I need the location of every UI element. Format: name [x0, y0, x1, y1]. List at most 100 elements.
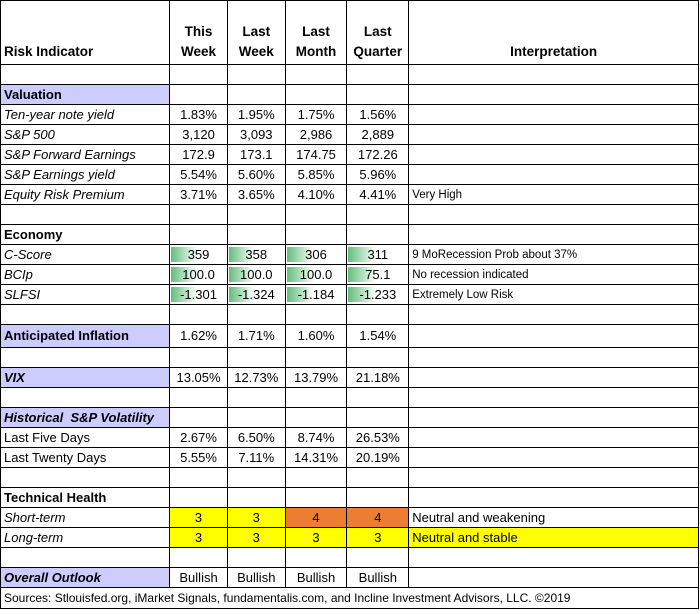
row-label: Ten-year note yield — [0, 104, 171, 125]
cell-value: 4 — [284, 507, 348, 528]
cell-value: 1.62% — [169, 324, 228, 348]
row-label: Last Five Days — [0, 427, 171, 448]
row-label: VIX — [0, 367, 171, 388]
header-interpretation: Interpretation — [408, 0, 699, 65]
cell-interpretation — [408, 164, 699, 185]
data-bar — [171, 247, 197, 262]
cell-value-databar: -1.184 — [284, 284, 348, 305]
cell-value-databar: 306 — [284, 244, 348, 265]
row-label: Long-term — [0, 527, 171, 548]
cell-value-databar: -1.324 — [226, 284, 286, 305]
cell-value: 3 — [226, 507, 286, 528]
data-bar — [286, 287, 314, 302]
data-bar — [348, 287, 376, 302]
cell-value: 1.95% — [226, 104, 286, 125]
sources-footnote: Sources: Stlouisfed.org, iMarket Signals… — [0, 587, 699, 609]
cell-value: 3 — [346, 527, 410, 548]
table-row: Equity Risk Premium 3.71% 3.65% 4.10% 4.… — [0, 184, 699, 205]
cell-value: 1.54% — [346, 324, 410, 348]
cell-interpretation: Extremely Low Risk — [408, 284, 699, 305]
section-valuation: Valuation — [0, 84, 699, 105]
cell-value-databar: 75.1 — [346, 264, 410, 285]
section-title: Historical S&P Volatility — [0, 407, 171, 428]
cell-value-databar: 359 — [169, 244, 228, 265]
row-label: S&P Earnings yield — [0, 164, 171, 185]
row-label: Short-term — [0, 507, 171, 528]
cell-value: 3,120 — [169, 124, 228, 145]
data-bar — [286, 247, 314, 262]
spacer-row — [0, 304, 699, 325]
data-bar — [228, 267, 255, 282]
cell-interpretation: 9 MoRecession Prob about 37% — [408, 244, 699, 265]
cell-value: 5.85% — [284, 164, 348, 185]
cell-value: 4.41% — [346, 184, 410, 205]
cell-value: 4.10% — [284, 184, 348, 205]
cell-interpretation: No recession indicated — [408, 264, 699, 285]
row-label: Equity Risk Premium — [0, 184, 171, 205]
cell-value: 12.73% — [226, 367, 286, 388]
row-label: BCIp — [0, 264, 171, 285]
row-label: S&P Forward Earnings — [0, 144, 171, 165]
cell-value-databar: -1.301 — [169, 284, 228, 305]
cell-value: 5.55% — [169, 447, 228, 468]
cell-value: 2,986 — [284, 124, 348, 145]
cell-value: 6.50% — [226, 427, 286, 448]
cell-value: 21.18% — [346, 367, 410, 388]
table-row: Short-term 3 3 4 4 Neutral and weakening — [0, 507, 699, 528]
cell-value: Bullish — [226, 567, 286, 588]
cell-value: 20.19% — [346, 447, 410, 468]
row-label: Anticipated Inflation — [0, 324, 171, 348]
cell-value: 4 — [346, 507, 410, 528]
table-row: S&P Earnings yield 5.54% 5.60% 5.85% 5.9… — [0, 164, 699, 185]
cell-value-databar: 100.0 — [226, 264, 286, 285]
cell-value: 3 — [169, 527, 228, 548]
cell-value: 172.9 — [169, 144, 228, 165]
cell-interpretation — [408, 104, 699, 125]
cell-value-databar: 100.0 — [284, 264, 348, 285]
data-bar — [228, 247, 255, 262]
data-bar — [171, 267, 197, 282]
cell-interpretation — [408, 144, 699, 165]
cell-value: 1.60% — [284, 324, 348, 348]
cell-interpretation: Neutral and weakening — [408, 507, 699, 528]
cell-value: 5.54% — [169, 164, 228, 185]
cell-value-databar: -1.233 — [346, 284, 410, 305]
cell-value: 3.65% — [226, 184, 286, 205]
cell-interpretation — [408, 124, 699, 145]
header-row: Risk Indicator This Week Last Week Last Mon… — [0, 0, 699, 65]
cell-value: 8.74% — [284, 427, 348, 448]
table-row: SLFSI -1.301 -1.324 -1.184 -1.233 Extrem… — [0, 284, 699, 305]
row-label: Last Twenty Days — [0, 447, 171, 468]
header-last-quarter: Last Quarter — [346, 0, 410, 65]
table-row: Last Twenty Days 5.55% 7.11% 14.31% 20.1… — [0, 447, 699, 468]
section-economy: Economy — [0, 224, 699, 245]
header-risk-indicator: Risk Indicator — [0, 0, 171, 65]
row-label: SLFSI — [0, 284, 171, 305]
cell-value: 5.60% — [226, 164, 286, 185]
cell-value: Bullish — [346, 567, 410, 588]
section-title: Valuation — [0, 84, 171, 105]
cell-value: 1.75% — [284, 104, 348, 125]
cell-value: 14.31% — [284, 447, 348, 468]
data-bar — [348, 267, 376, 282]
data-bar — [171, 287, 197, 302]
cell-value: 13.79% — [284, 367, 348, 388]
row-overall-outlook: Overall Outlook Bullish Bullish Bullish … — [0, 567, 699, 588]
table-row: Ten-year note yield 1.83% 1.95% 1.75% 1.… — [0, 104, 699, 125]
spacer-row — [0, 204, 699, 225]
cell-value: 2.67% — [169, 427, 228, 448]
spacer-row — [0, 547, 699, 568]
table-row: S&P Forward Earnings 172.9 173.1 174.75 … — [0, 144, 699, 165]
cell-value: 3 — [284, 527, 348, 548]
spacer-row — [0, 467, 699, 488]
cell-value: 3,093 — [226, 124, 286, 145]
cell-value: 1.71% — [226, 324, 286, 348]
cell-value: 5.96% — [346, 164, 410, 185]
cell-value-databar: 100.0 — [169, 264, 228, 285]
cell-value-databar: 311 — [346, 244, 410, 265]
cell-value-databar: 358 — [226, 244, 286, 265]
row-label: C-Score — [0, 244, 171, 265]
row-label: Overall Outlook — [0, 567, 171, 588]
spacer-row — [0, 64, 699, 85]
